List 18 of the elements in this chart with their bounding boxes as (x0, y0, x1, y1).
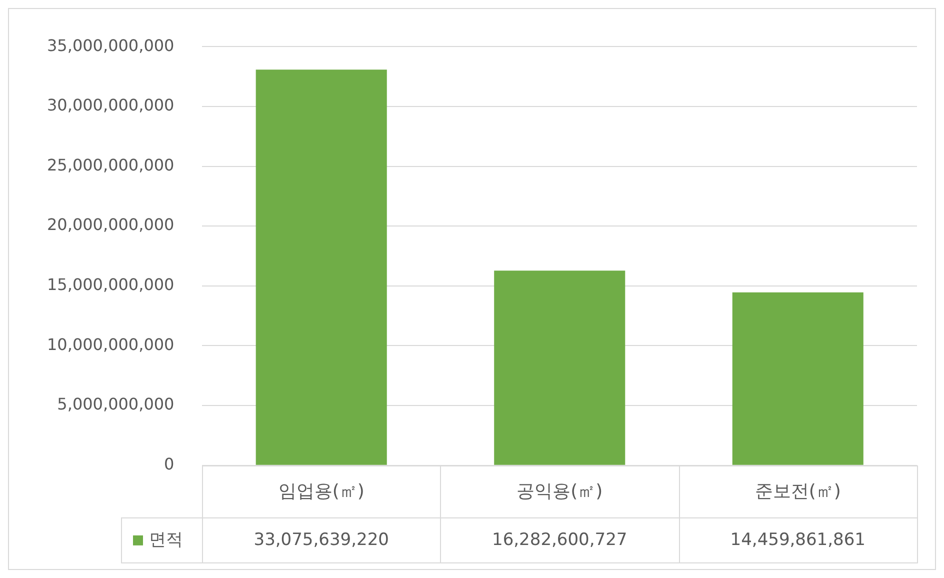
bar (256, 70, 387, 465)
y-tick-label: 0 (164, 454, 174, 474)
y-tick-label: 10,000,000,000 (47, 334, 174, 354)
x-tick-label: 임업용(㎡) (278, 480, 364, 502)
data-label: 16,282,600,727 (492, 530, 628, 550)
bar (732, 292, 864, 465)
x-tick-label: 준보전(㎡) (754, 480, 841, 502)
legend-label: 면적 (149, 530, 183, 550)
data-label: 33,075,639,220 (254, 530, 389, 550)
x-tick-label: 공익용(㎡) (516, 480, 603, 502)
y-tick-label: 20,000,000,000 (47, 215, 174, 234)
y-tick-label: 15,000,000,000 (47, 275, 174, 294)
data-label: 14,459,861,861 (730, 530, 866, 550)
y-tick-label: 25,000,000,000 (47, 155, 174, 174)
y-tick-label: 30,000,000,000 (47, 96, 174, 115)
y-tick-label: 5,000,000,000 (57, 394, 174, 414)
y-tick-label: 35,000,000,000 (47, 36, 174, 55)
bar (494, 270, 626, 465)
